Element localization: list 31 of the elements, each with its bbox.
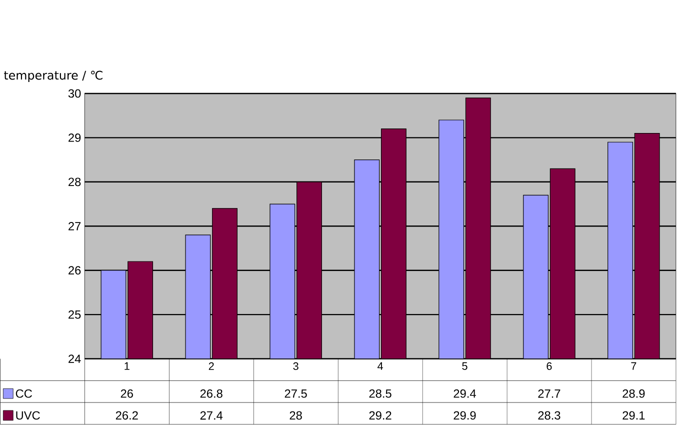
data-label: 27.5 — [284, 390, 307, 398]
y-tick-label: 28 — [68, 178, 81, 186]
x-tick-label: 7 — [631, 362, 636, 370]
data-label: 29.2 — [369, 411, 392, 420]
data-label: 29.9 — [454, 411, 476, 420]
x-tick-label: 4 — [378, 362, 383, 370]
data-label: 26 — [120, 390, 133, 398]
legend-label: CC — [16, 390, 32, 398]
x-tick-label: 5 — [462, 362, 468, 370]
data-label: 28 — [290, 411, 302, 420]
data-label: 28.3 — [538, 411, 560, 420]
y-tick-label: 25 — [68, 310, 81, 319]
data-label: 28.9 — [622, 390, 645, 398]
data-label: 28.5 — [369, 390, 392, 398]
x-tick-label: 2 — [208, 362, 214, 370]
data-label: 26.8 — [200, 390, 222, 398]
x-tick-label: 3 — [293, 362, 298, 370]
y-axis-title: temperature / ℃ — [4, 70, 102, 82]
data-label: 29.4 — [454, 390, 476, 398]
y-tick-label: 24 — [68, 354, 81, 364]
y-tick-label: 26 — [68, 266, 81, 275]
legend-label: UVC — [16, 411, 40, 420]
data-label: 29.1 — [622, 411, 645, 420]
x-tick-label: 6 — [546, 362, 552, 370]
y-tick-label: 29 — [68, 134, 81, 142]
data-label: 27.7 — [538, 390, 560, 398]
y-tick-label: 27 — [68, 222, 81, 230]
x-tick-label: 1 — [124, 362, 130, 370]
y-tick-label: 30 — [68, 89, 81, 98]
data-label: 27.4 — [200, 412, 223, 420]
data-label: 26.2 — [116, 411, 138, 420]
